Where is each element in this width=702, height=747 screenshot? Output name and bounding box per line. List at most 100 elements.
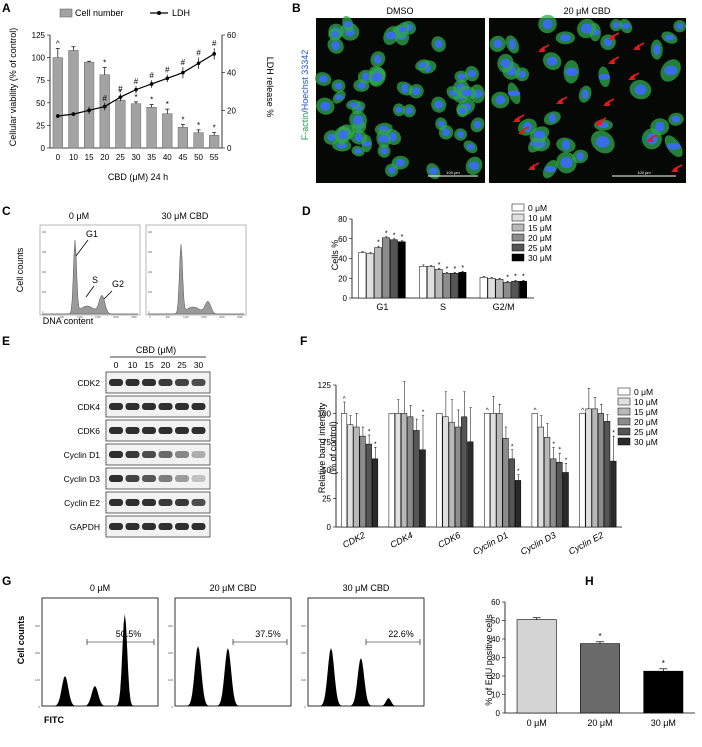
nucleus bbox=[466, 143, 475, 150]
e-band bbox=[125, 475, 140, 482]
e-protein-label: CDK6 bbox=[77, 426, 100, 436]
g-frame bbox=[41, 597, 159, 707]
c-xtick-label: 150K bbox=[201, 316, 207, 319]
chartF-mark: ^ bbox=[533, 407, 537, 414]
e-band bbox=[175, 499, 189, 506]
e-dose-label: 0 bbox=[114, 360, 119, 370]
e-band bbox=[142, 403, 156, 410]
chartF-xtick-label: CDK6 bbox=[436, 530, 462, 550]
h-mark: * bbox=[662, 659, 665, 668]
chartD-legend-swatch bbox=[511, 203, 525, 212]
a-ldh-mark: # bbox=[212, 39, 217, 48]
nucleus bbox=[442, 128, 450, 137]
e-protein-label: Cyclin D1 bbox=[64, 450, 101, 460]
chartD-legend-swatch bbox=[511, 213, 525, 222]
chart-h: 0 10 20 30 40 50 60 0 μM * 20 μM * 30 μM bbox=[491, 598, 695, 728]
chartF-mark: * bbox=[552, 441, 555, 448]
chartF-bar bbox=[544, 437, 551, 528]
a-bar-mark: * bbox=[197, 121, 200, 130]
chartD-mark: * bbox=[438, 262, 441, 269]
chartF-ytick-label: 50 bbox=[322, 466, 331, 475]
nucleus bbox=[354, 132, 363, 142]
nucleus bbox=[663, 65, 678, 76]
chartF-bar bbox=[502, 438, 509, 528]
h-mark: * bbox=[598, 632, 601, 641]
nucleus bbox=[542, 18, 553, 30]
arrows-cbd bbox=[513, 32, 683, 172]
h-ytick-label: 40 bbox=[491, 635, 500, 644]
nucleus bbox=[334, 94, 344, 100]
e-band bbox=[109, 379, 123, 386]
panel-a-ylabel-left: Cellular viability (% of control) bbox=[8, 28, 18, 147]
e-dose-label: 30 bbox=[194, 360, 204, 370]
chartD-ytick-label: 20 bbox=[338, 274, 347, 283]
e-band bbox=[158, 427, 173, 434]
nucleus bbox=[664, 34, 675, 41]
chartF-bar bbox=[347, 424, 354, 528]
chartD-bar bbox=[503, 281, 512, 299]
chartF-bar bbox=[597, 413, 605, 528]
panel-b-left-label: DMSO bbox=[387, 6, 414, 16]
e-band bbox=[175, 427, 189, 434]
nucleus bbox=[509, 39, 516, 50]
chartF-xtick-label: Cyclin E2 bbox=[567, 530, 605, 557]
chartF-legend-swatch bbox=[617, 407, 631, 416]
e-band bbox=[125, 427, 140, 434]
a-ldh-mark: # bbox=[181, 58, 186, 67]
e-band bbox=[175, 403, 189, 410]
chartD-xtick-label: G1 bbox=[376, 302, 388, 312]
chartD-mark: * bbox=[401, 234, 404, 241]
e-band bbox=[175, 451, 189, 458]
a-bar bbox=[177, 126, 189, 149]
a-ytick-left-label: 0 bbox=[41, 144, 46, 153]
nucleus bbox=[418, 62, 427, 68]
e-band bbox=[191, 475, 206, 482]
chartF-mark: * bbox=[374, 441, 377, 448]
e-protein-label: CDK4 bbox=[77, 402, 100, 412]
c-xtick-label: 100K bbox=[77, 316, 83, 319]
g-ytick-label: 100 bbox=[168, 678, 173, 682]
a-bar-mark: * bbox=[181, 115, 184, 124]
nucleus bbox=[327, 133, 336, 142]
chartD-mark: * bbox=[453, 266, 456, 273]
chartD-bar bbox=[458, 272, 467, 299]
h-xtick-label: 20 μM bbox=[587, 718, 612, 728]
chartF-legend-label: 0 μM bbox=[634, 387, 653, 397]
chartD-mark: * bbox=[461, 265, 464, 272]
blots-e: 0 10 15 20 25 30 CDK2 CDK4 CDK6 Cyclin D1 Cyclin D… bbox=[64, 360, 211, 538]
nucleus bbox=[395, 158, 406, 167]
nucleus bbox=[495, 95, 506, 105]
e-band bbox=[191, 451, 206, 458]
nucleus bbox=[331, 31, 339, 38]
nucleus bbox=[655, 121, 665, 133]
e-band bbox=[191, 403, 206, 410]
nucleus bbox=[343, 21, 353, 28]
chartD-legend-label: 0 μM bbox=[528, 203, 547, 213]
nucleus bbox=[493, 39, 503, 49]
c-ytick-label: 100 bbox=[42, 291, 47, 294]
chartF-xtick-label: CDK4 bbox=[389, 530, 415, 550]
red-arrow-head bbox=[646, 136, 653, 142]
red-arrow-head bbox=[603, 100, 610, 106]
e-band bbox=[175, 523, 189, 530]
a-bar bbox=[130, 103, 142, 149]
a-ytick-right-label: 60 bbox=[227, 31, 236, 40]
a-ytick-left-label: 75 bbox=[36, 76, 45, 85]
a-bar-mark: * bbox=[103, 59, 106, 68]
a-bar bbox=[209, 135, 220, 149]
nucleus bbox=[467, 69, 477, 78]
panel-c-left-title: 0 μM bbox=[69, 211, 89, 221]
panel-letter-h: H bbox=[585, 574, 594, 588]
nucleus bbox=[371, 72, 383, 82]
chartF-bar bbox=[436, 413, 443, 528]
e-band bbox=[158, 451, 173, 458]
red-arrow-head bbox=[608, 58, 615, 64]
chartF-xtick-label: CDK2 bbox=[341, 530, 367, 550]
chartF-bar bbox=[442, 416, 449, 528]
a-bar bbox=[162, 113, 173, 149]
chartF-legend-swatch bbox=[617, 397, 631, 406]
nucleus bbox=[354, 148, 362, 154]
histogram-frame-right bbox=[145, 224, 247, 316]
red-arrow-head bbox=[556, 98, 563, 104]
chartD-mark: * bbox=[506, 275, 509, 282]
